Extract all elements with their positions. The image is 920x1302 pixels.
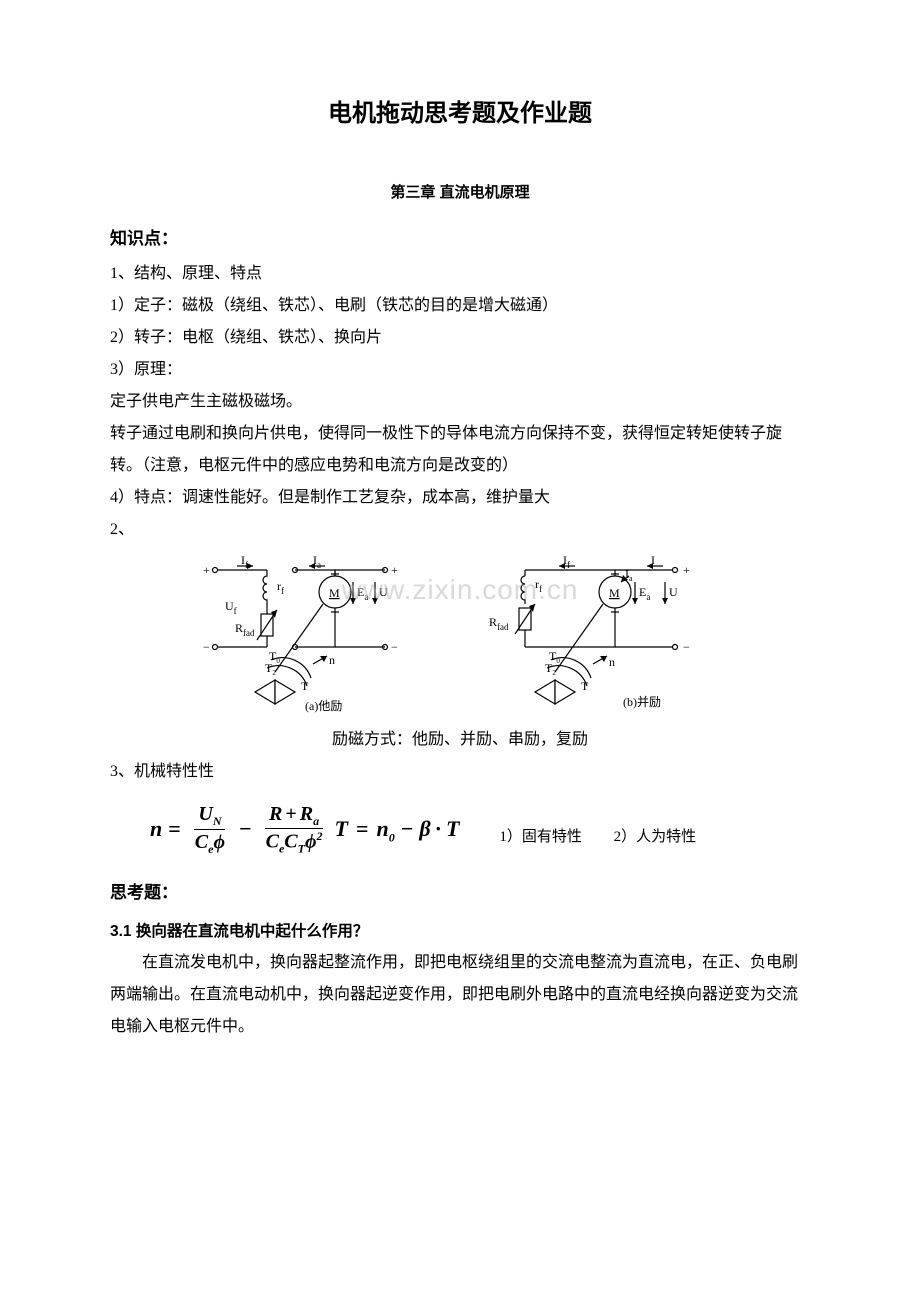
text-line: 3、机械特性性 <box>110 756 810 788</box>
svg-text:n: n <box>329 653 335 667</box>
svg-text:−: − <box>203 640 210 654</box>
formula-beta: β <box>419 807 430 851</box>
svg-text:U: U <box>379 585 388 599</box>
svg-text:If: If <box>241 553 248 570</box>
answer-paragraph: 在直流发电机中，换向器起整流作用，即把电枢绕组里的交流电整流为直流电，在正、负电… <box>110 947 810 1043</box>
formula-n: n <box>150 807 162 851</box>
svg-text:Ea: Ea <box>639 585 650 602</box>
svg-text:+: + <box>683 563 690 577</box>
page: 电机拖动思考题及作业题 第三章 直流电机原理 知识点： 1、结构、原理、特点 1… <box>0 0 920 1103</box>
text-line: 转子通过电刷和换向片供电，使得同一极性下的导体电流方向保持不变，获得恒定转矩使转… <box>110 418 810 482</box>
circuit-diagram-a: + − <box>195 552 455 722</box>
text-line: 4）特点：调速性能好。但是制作工艺复杂，成本高，维护量大 <box>110 482 810 514</box>
svg-text:rf: rf <box>535 577 542 594</box>
svg-text:T2: T2 <box>545 661 556 677</box>
svg-text:I: I <box>651 553 655 567</box>
formula-row: n = UN Ceϕ − R+Ra CeCTϕ2 T = n0 − β · T … <box>110 802 810 856</box>
formula-T: T <box>335 807 348 851</box>
formula-eq2: = <box>356 807 369 851</box>
chapter-title: 第三章 直流电机原理 <box>110 178 810 208</box>
diagram-container: www.zixin.com.cn + − <box>110 552 810 756</box>
svg-text:rf: rf <box>277 579 284 596</box>
text-line: 1）定子：磁极（绕组、铁芯）、电刷（铁芯的目的是增大磁通） <box>110 290 810 322</box>
svg-text:Uf: Uf <box>225 599 237 616</box>
svg-text:Rfad: Rfad <box>235 621 255 638</box>
doc-title: 电机拖动思考题及作业题 <box>110 90 810 138</box>
svg-text:+: + <box>203 563 210 577</box>
svg-text:T: T <box>301 679 309 693</box>
svg-text:U: U <box>669 585 678 599</box>
svg-text:+: + <box>391 563 398 577</box>
formula-minus2: − <box>401 807 414 851</box>
formula-minus: − <box>239 807 252 851</box>
formula-dot: · <box>435 807 442 851</box>
text-line: 定子供电产生主磁极磁场。 <box>110 386 810 418</box>
formula-n0: n0 <box>377 807 395 851</box>
svg-text:Ea: Ea <box>357 585 368 602</box>
svg-text:(b)并励: (b)并励 <box>623 695 661 709</box>
formula: n = UN Ceϕ − R+Ra CeCTϕ2 T = n0 − β · T <box>150 802 459 856</box>
svg-text:−: − <box>391 640 398 654</box>
question-head: 3.1 换向器在直流电机中起什么作用？ <box>110 916 810 947</box>
formula-T2: T <box>446 807 459 851</box>
annot-2: 2）人为特性 <box>614 829 697 845</box>
text-line: 3）原理： <box>110 354 810 386</box>
circuit-diagram-b: + − <box>465 552 725 722</box>
svg-text:Rfad: Rfad <box>489 615 509 632</box>
text-line: 2、 <box>110 514 810 546</box>
formula-annotations: 1）固有特性 2）人为特性 <box>499 822 696 856</box>
svg-text:(a)他励: (a)他励 <box>305 699 342 713</box>
svg-text:M: M <box>609 586 620 600</box>
annot-1: 1）固有特性 <box>499 829 582 845</box>
text-line: 2）转子：电枢（绕组、铁芯）、换向片 <box>110 322 810 354</box>
svg-text:M: M <box>329 586 340 600</box>
text-line: 1、结构、原理、特点 <box>110 258 810 290</box>
section-thinking: 思考题： <box>110 876 810 910</box>
section-knowledge: 知识点： <box>110 222 810 256</box>
svg-text:T2: T2 <box>265 661 276 677</box>
svg-text:−: − <box>683 640 690 654</box>
formula-frac1: UN Ceϕ <box>191 802 229 856</box>
formula-eq: = <box>168 807 181 851</box>
diagram-caption: 励磁方式：他励、并励、串励，复励 <box>110 724 810 756</box>
svg-text:n: n <box>609 655 615 669</box>
formula-frac2: R+Ra CeCTϕ2 <box>262 802 327 856</box>
svg-text:T: T <box>581 679 589 693</box>
